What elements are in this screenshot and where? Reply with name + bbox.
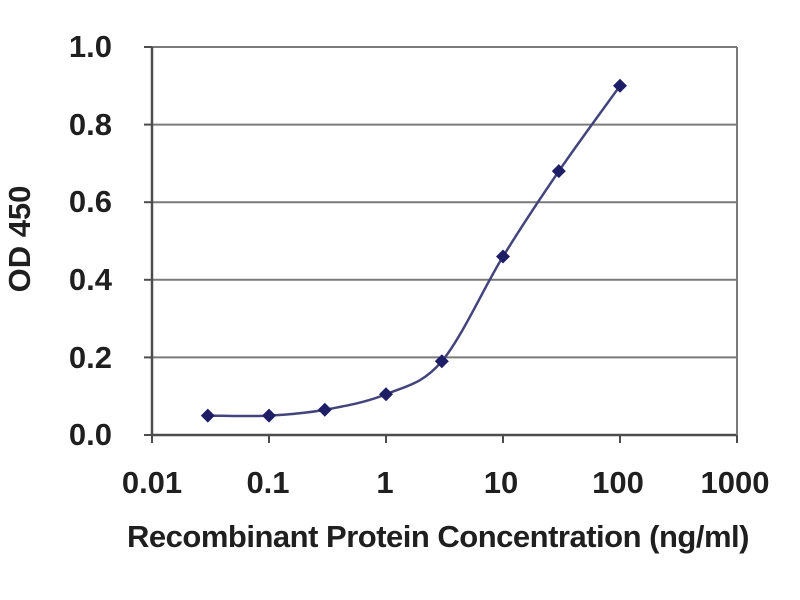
y-tick-label-3: 0.6: [68, 184, 112, 219]
x-tick-label-3: 10: [483, 465, 519, 500]
data-point-marker: [496, 249, 510, 264]
data-point-marker: [262, 408, 276, 423]
x-tick-label-0: 0.01: [121, 465, 183, 500]
x-axis-title: Recombinant Protein Concentration (ng/ml…: [127, 519, 749, 554]
x-tick-label-1: 0.1: [246, 465, 290, 500]
y-tick-label-4: 0.8: [68, 107, 112, 142]
x-tick-label-4: 100: [592, 465, 644, 500]
x-tick-label-5: 1000: [700, 465, 770, 500]
data-point-marker: [613, 78, 627, 93]
y-axis-title: OD 450: [2, 185, 37, 293]
y-tick-label-1: 0.2: [68, 340, 112, 375]
series-curve: [207, 85, 622, 418]
y-tick-label-0: 0.0: [68, 417, 112, 452]
x-tick-label-2: 1: [376, 465, 394, 500]
data-point-marker: [379, 387, 393, 402]
y-tick-label-5: 1.0: [68, 29, 112, 64]
data-point-marker: [551, 164, 566, 179]
data-point-marker: [434, 354, 449, 369]
y-tick-label-2: 0.4: [68, 262, 112, 297]
data-point-marker: [317, 402, 332, 417]
data-point-marker: [200, 408, 215, 423]
